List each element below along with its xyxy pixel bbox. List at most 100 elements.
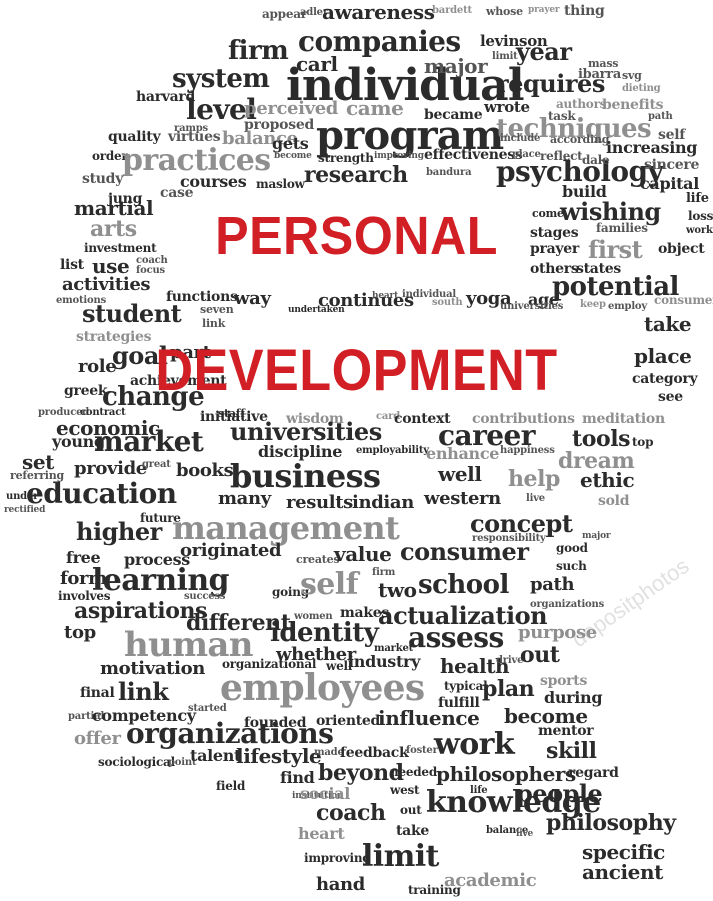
cloud-word: field bbox=[216, 779, 246, 793]
cloud-word: task bbox=[548, 109, 576, 123]
cloud-word: initiative bbox=[200, 409, 268, 425]
cloud-word: coach bbox=[316, 800, 386, 826]
cloud-word: reflect bbox=[540, 149, 583, 163]
cloud-word: identity bbox=[270, 618, 379, 648]
cloud-word: gets bbox=[272, 134, 309, 153]
cloud-word: higher bbox=[76, 517, 162, 546]
cloud-word: list bbox=[60, 257, 84, 273]
cloud-word: needed bbox=[390, 765, 437, 779]
cloud-word: place bbox=[512, 149, 541, 160]
cloud-word: become bbox=[504, 704, 588, 728]
cloud-word: people bbox=[516, 779, 603, 808]
cloud-word: achievement bbox=[130, 373, 227, 389]
cloud-word: books bbox=[176, 460, 234, 481]
cloud-word: founded bbox=[244, 715, 307, 731]
cloud-word: specific bbox=[582, 840, 665, 864]
cloud-word: firm bbox=[372, 567, 396, 578]
cloud-word: ethic bbox=[580, 468, 635, 492]
cloud-word: arts bbox=[90, 216, 137, 242]
cloud-word: change bbox=[102, 382, 205, 412]
cloud-word: results bbox=[286, 492, 353, 513]
cloud-word: fulfill bbox=[438, 695, 480, 711]
cloud-word: path bbox=[648, 111, 673, 122]
cloud-word: young bbox=[52, 432, 105, 451]
cloud-word: ibarra bbox=[578, 67, 622, 82]
cloud-word: market bbox=[94, 425, 204, 458]
cloud-word: aspirations bbox=[74, 598, 207, 624]
cloud-word: going bbox=[272, 585, 309, 599]
cloud-word: makes bbox=[340, 605, 389, 621]
cloud-word: families bbox=[596, 221, 648, 235]
cloud-word: started bbox=[188, 703, 227, 714]
cloud-word: training bbox=[408, 883, 461, 897]
cloud-word: wrote bbox=[484, 98, 530, 116]
cloud-word: potential bbox=[552, 272, 679, 302]
cloud-word: came bbox=[346, 96, 404, 120]
cloud-word: category bbox=[632, 371, 698, 387]
cloud-word: whose bbox=[486, 5, 523, 18]
cloud-word: originated bbox=[180, 540, 282, 561]
cloud-word: virtues bbox=[168, 129, 221, 145]
cloud-word: process bbox=[124, 550, 190, 569]
cloud-word: free bbox=[66, 548, 101, 567]
cloud-word: enhance bbox=[426, 444, 500, 463]
cloud-word: indian bbox=[352, 492, 414, 513]
title-development: DEVELOPMENT bbox=[155, 338, 558, 403]
cloud-word: case bbox=[160, 185, 194, 201]
cloud-word: include bbox=[500, 133, 541, 144]
cloud-word: age bbox=[528, 290, 559, 309]
cloud-word: build bbox=[562, 182, 607, 201]
cloud-word: keep bbox=[580, 299, 606, 310]
cloud-word: top bbox=[64, 622, 96, 643]
cloud-word: institution bbox=[292, 791, 344, 801]
cloud-word: greek bbox=[64, 383, 108, 399]
cloud-word: activities bbox=[62, 274, 151, 295]
cloud-word: women bbox=[294, 611, 333, 622]
cloud-word: philosophers bbox=[436, 762, 576, 786]
cloud-word: maslow bbox=[256, 177, 305, 191]
cloud-word: drive bbox=[496, 655, 524, 666]
cloud-word: study bbox=[82, 171, 124, 187]
cloud-word: west bbox=[390, 783, 420, 797]
cloud-word: requires bbox=[496, 69, 605, 98]
cloud-word: out bbox=[520, 642, 560, 668]
cloud-word: major bbox=[582, 531, 611, 541]
cloud-word: heart bbox=[372, 291, 399, 301]
cloud-word: balance bbox=[222, 128, 298, 149]
cloud-word: continues bbox=[318, 290, 414, 311]
cloud-word: balance bbox=[486, 825, 529, 836]
cloud-word: out bbox=[400, 803, 422, 817]
cloud-word: future bbox=[140, 511, 181, 525]
cloud-word: take bbox=[644, 312, 692, 336]
cloud-word: management bbox=[172, 509, 400, 547]
cloud-word: involves bbox=[58, 589, 111, 603]
cloud-word: life bbox=[686, 191, 709, 206]
cloud-word: increasing bbox=[606, 138, 698, 157]
cloud-word: quality bbox=[108, 129, 161, 145]
cloud-word: help bbox=[508, 466, 560, 492]
cloud-word: beyond bbox=[318, 760, 404, 786]
cloud-word: creates bbox=[296, 553, 340, 566]
cloud-word: path bbox=[530, 574, 575, 595]
cloud-word: emotions bbox=[56, 295, 107, 306]
cloud-word: whether bbox=[276, 644, 356, 665]
cloud-word: adler bbox=[300, 7, 328, 18]
cloud-word: foster bbox=[406, 745, 438, 756]
cloud-word: student bbox=[82, 299, 182, 328]
cloud-word: well bbox=[326, 659, 353, 673]
cloud-word: provide bbox=[74, 458, 147, 479]
cloud-word: system bbox=[172, 64, 270, 94]
cloud-word: consumer bbox=[400, 537, 529, 566]
cloud-word: produced bbox=[38, 407, 90, 418]
cloud-word: market bbox=[374, 643, 414, 654]
cloud-word: loss bbox=[688, 209, 713, 223]
cloud-word: work bbox=[686, 225, 713, 236]
cloud-word: ancient bbox=[582, 860, 663, 884]
cloud-word: organizations bbox=[126, 717, 334, 750]
cloud-word: set bbox=[22, 450, 55, 474]
cloud-word: benefits bbox=[602, 97, 664, 113]
cloud-word: two bbox=[378, 578, 417, 602]
cloud-word: oriented bbox=[316, 713, 381, 729]
cloud-word: wisdom bbox=[286, 411, 344, 427]
